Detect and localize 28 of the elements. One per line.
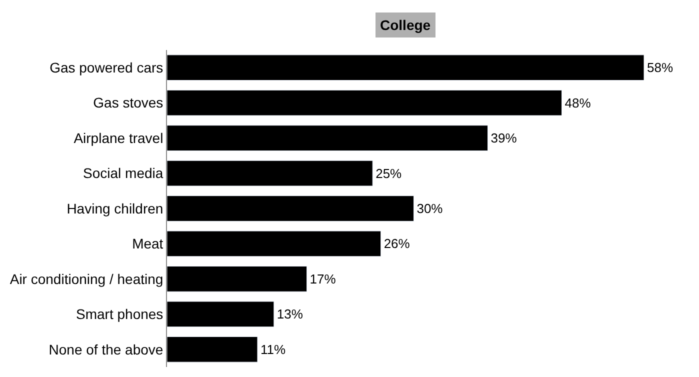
data-label: 13% xyxy=(276,306,304,322)
y-tick-label: Meat xyxy=(132,236,164,252)
data-label: 25% xyxy=(376,166,402,181)
bar xyxy=(167,301,274,328)
bar xyxy=(167,54,644,81)
data-label: 48% xyxy=(564,95,592,110)
bar xyxy=(167,230,382,257)
bar xyxy=(167,336,258,362)
data-label: 17% xyxy=(310,271,336,286)
y-tick-label: None of the above xyxy=(48,341,164,358)
data-label: 39% xyxy=(490,130,518,146)
bar xyxy=(167,125,488,151)
data-label: 11% xyxy=(260,342,286,357)
data-label: 30% xyxy=(416,201,444,216)
y-tick-label: Smart phones xyxy=(76,306,164,322)
bar xyxy=(167,266,308,292)
data-label: 58% xyxy=(647,60,674,76)
bar xyxy=(167,160,373,186)
y-tick-label: Airplane travel xyxy=(74,130,164,146)
y-tick-label: Gas stoves xyxy=(93,94,164,111)
y-tick-label: Social media xyxy=(83,165,164,182)
y-tick-label: Air conditioning / heating xyxy=(10,270,164,287)
data-label: 26% xyxy=(384,236,410,252)
chart-title: College xyxy=(380,17,431,33)
bar xyxy=(167,196,414,222)
bar xyxy=(167,90,562,116)
y-tick-label: Gas powered cars xyxy=(50,60,164,76)
y-tick-label: Having children xyxy=(66,200,164,216)
